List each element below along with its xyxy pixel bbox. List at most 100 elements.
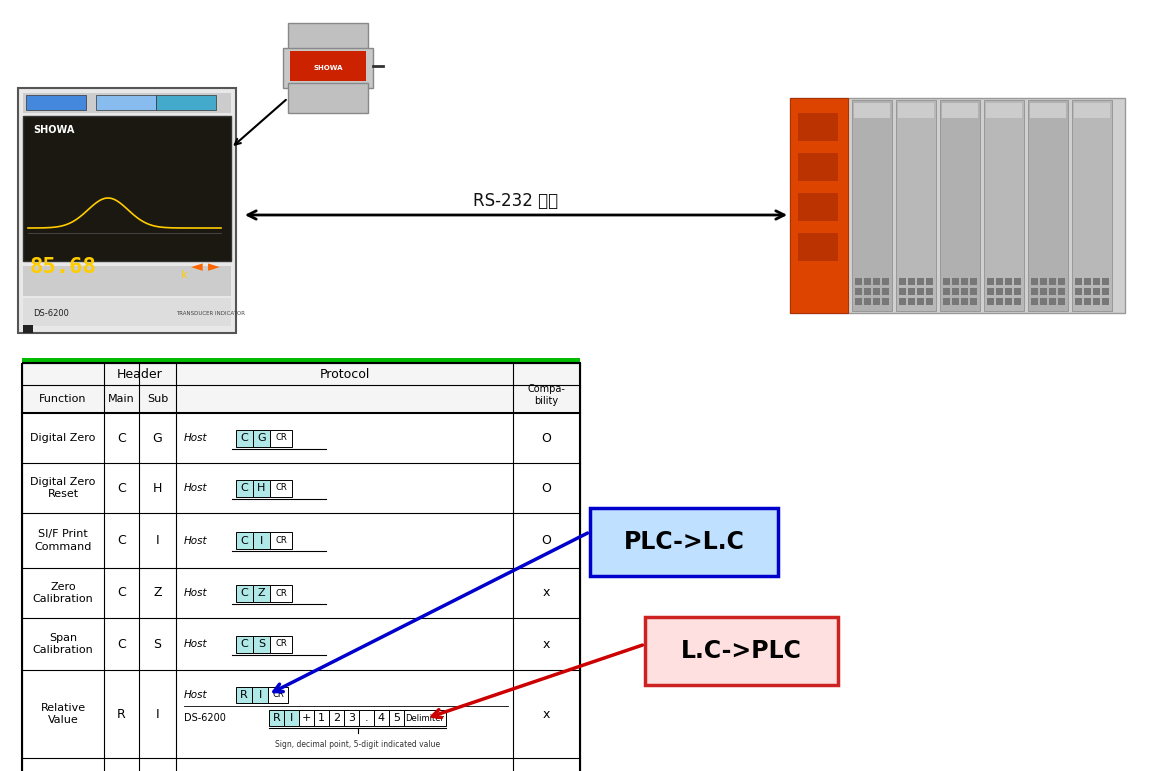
Bar — [984, 100, 1023, 311]
Bar — [314, 710, 329, 726]
Bar — [1014, 288, 1021, 295]
Bar — [952, 288, 959, 295]
Bar — [1049, 288, 1056, 295]
Text: C: C — [117, 587, 126, 600]
Bar — [1032, 298, 1039, 305]
Bar — [252, 687, 267, 702]
Text: TRANSDUCER INDICATOR: TRANSDUCER INDICATOR — [176, 311, 245, 316]
Bar — [798, 153, 839, 181]
Bar — [864, 278, 871, 285]
Bar — [970, 278, 977, 285]
Text: O: O — [542, 432, 551, 445]
Text: I: I — [156, 534, 159, 547]
Bar — [943, 288, 950, 295]
Bar — [23, 116, 231, 261]
Bar — [926, 278, 933, 285]
Text: Host: Host — [184, 483, 208, 493]
Text: 2: 2 — [333, 713, 340, 723]
Text: Zero
Calibration: Zero Calibration — [33, 582, 93, 604]
Text: C: C — [241, 433, 249, 443]
Text: DS-6200: DS-6200 — [184, 713, 226, 723]
Text: SHOWA: SHOWA — [313, 65, 343, 71]
Bar — [987, 278, 994, 285]
Bar — [961, 298, 968, 305]
Bar — [97, 95, 156, 110]
Text: 85.68: 85.68 — [30, 257, 97, 277]
Bar — [1073, 103, 1110, 118]
Bar — [1040, 278, 1047, 285]
Bar — [22, 363, 580, 771]
Bar — [854, 103, 890, 118]
Bar — [236, 584, 254, 601]
Text: x: x — [543, 587, 550, 600]
Bar — [882, 288, 889, 295]
Text: I: I — [156, 708, 159, 721]
Text: Main: Main — [108, 394, 135, 404]
Text: Relative
Value: Relative Value — [41, 703, 86, 726]
Bar — [873, 298, 880, 305]
Bar — [269, 710, 284, 726]
Text: Z: Z — [258, 588, 265, 598]
Bar — [798, 113, 839, 141]
Bar — [1040, 288, 1047, 295]
Bar — [855, 298, 862, 305]
Bar — [254, 532, 270, 549]
Bar — [790, 98, 848, 313]
Bar — [1084, 278, 1091, 285]
Text: R: R — [117, 708, 126, 721]
Text: I: I — [290, 713, 293, 723]
Bar — [873, 288, 880, 295]
Text: Compa-
bility: Compa- bility — [528, 384, 565, 406]
Bar — [22, 363, 580, 385]
Bar — [299, 710, 314, 726]
Text: Sub: Sub — [147, 394, 169, 404]
Text: O: O — [542, 534, 551, 547]
Bar — [254, 429, 270, 446]
Bar — [952, 278, 959, 285]
Text: H: H — [257, 483, 265, 493]
Bar — [1014, 298, 1021, 305]
Bar — [22, 385, 580, 413]
Bar — [798, 193, 839, 221]
Bar — [899, 298, 906, 305]
Text: 1: 1 — [317, 713, 324, 723]
Bar — [288, 23, 368, 53]
Text: Host: Host — [184, 433, 208, 443]
Text: S: S — [154, 638, 162, 651]
Text: x: x — [543, 708, 550, 721]
Text: Host: Host — [184, 639, 208, 649]
Text: C: C — [117, 534, 126, 547]
Bar — [270, 480, 292, 497]
Bar — [1030, 103, 1066, 118]
Bar — [590, 508, 778, 576]
Bar — [882, 278, 889, 285]
Text: C: C — [241, 639, 249, 649]
Text: Host: Host — [184, 689, 208, 699]
Bar — [404, 710, 445, 726]
Bar — [254, 584, 270, 601]
Bar — [1028, 100, 1068, 311]
Bar — [254, 480, 270, 497]
Bar — [1084, 298, 1091, 305]
Bar — [270, 532, 292, 549]
Bar — [270, 429, 292, 446]
Bar — [996, 288, 1003, 295]
Text: Span
Calibration: Span Calibration — [33, 633, 93, 655]
Bar — [344, 710, 359, 726]
Bar — [288, 83, 368, 113]
Bar — [270, 635, 292, 652]
Bar — [1005, 288, 1012, 295]
Bar — [882, 298, 889, 305]
Text: C: C — [117, 638, 126, 651]
Text: H: H — [152, 482, 162, 494]
Bar — [961, 288, 968, 295]
Bar — [961, 278, 968, 285]
Bar — [374, 710, 388, 726]
Bar — [1040, 298, 1047, 305]
Text: CR: CR — [272, 690, 284, 699]
Bar — [17, 88, 236, 333]
Text: I: I — [258, 689, 262, 699]
Bar — [1075, 278, 1082, 285]
Bar — [22, 358, 580, 363]
Bar — [236, 687, 252, 702]
